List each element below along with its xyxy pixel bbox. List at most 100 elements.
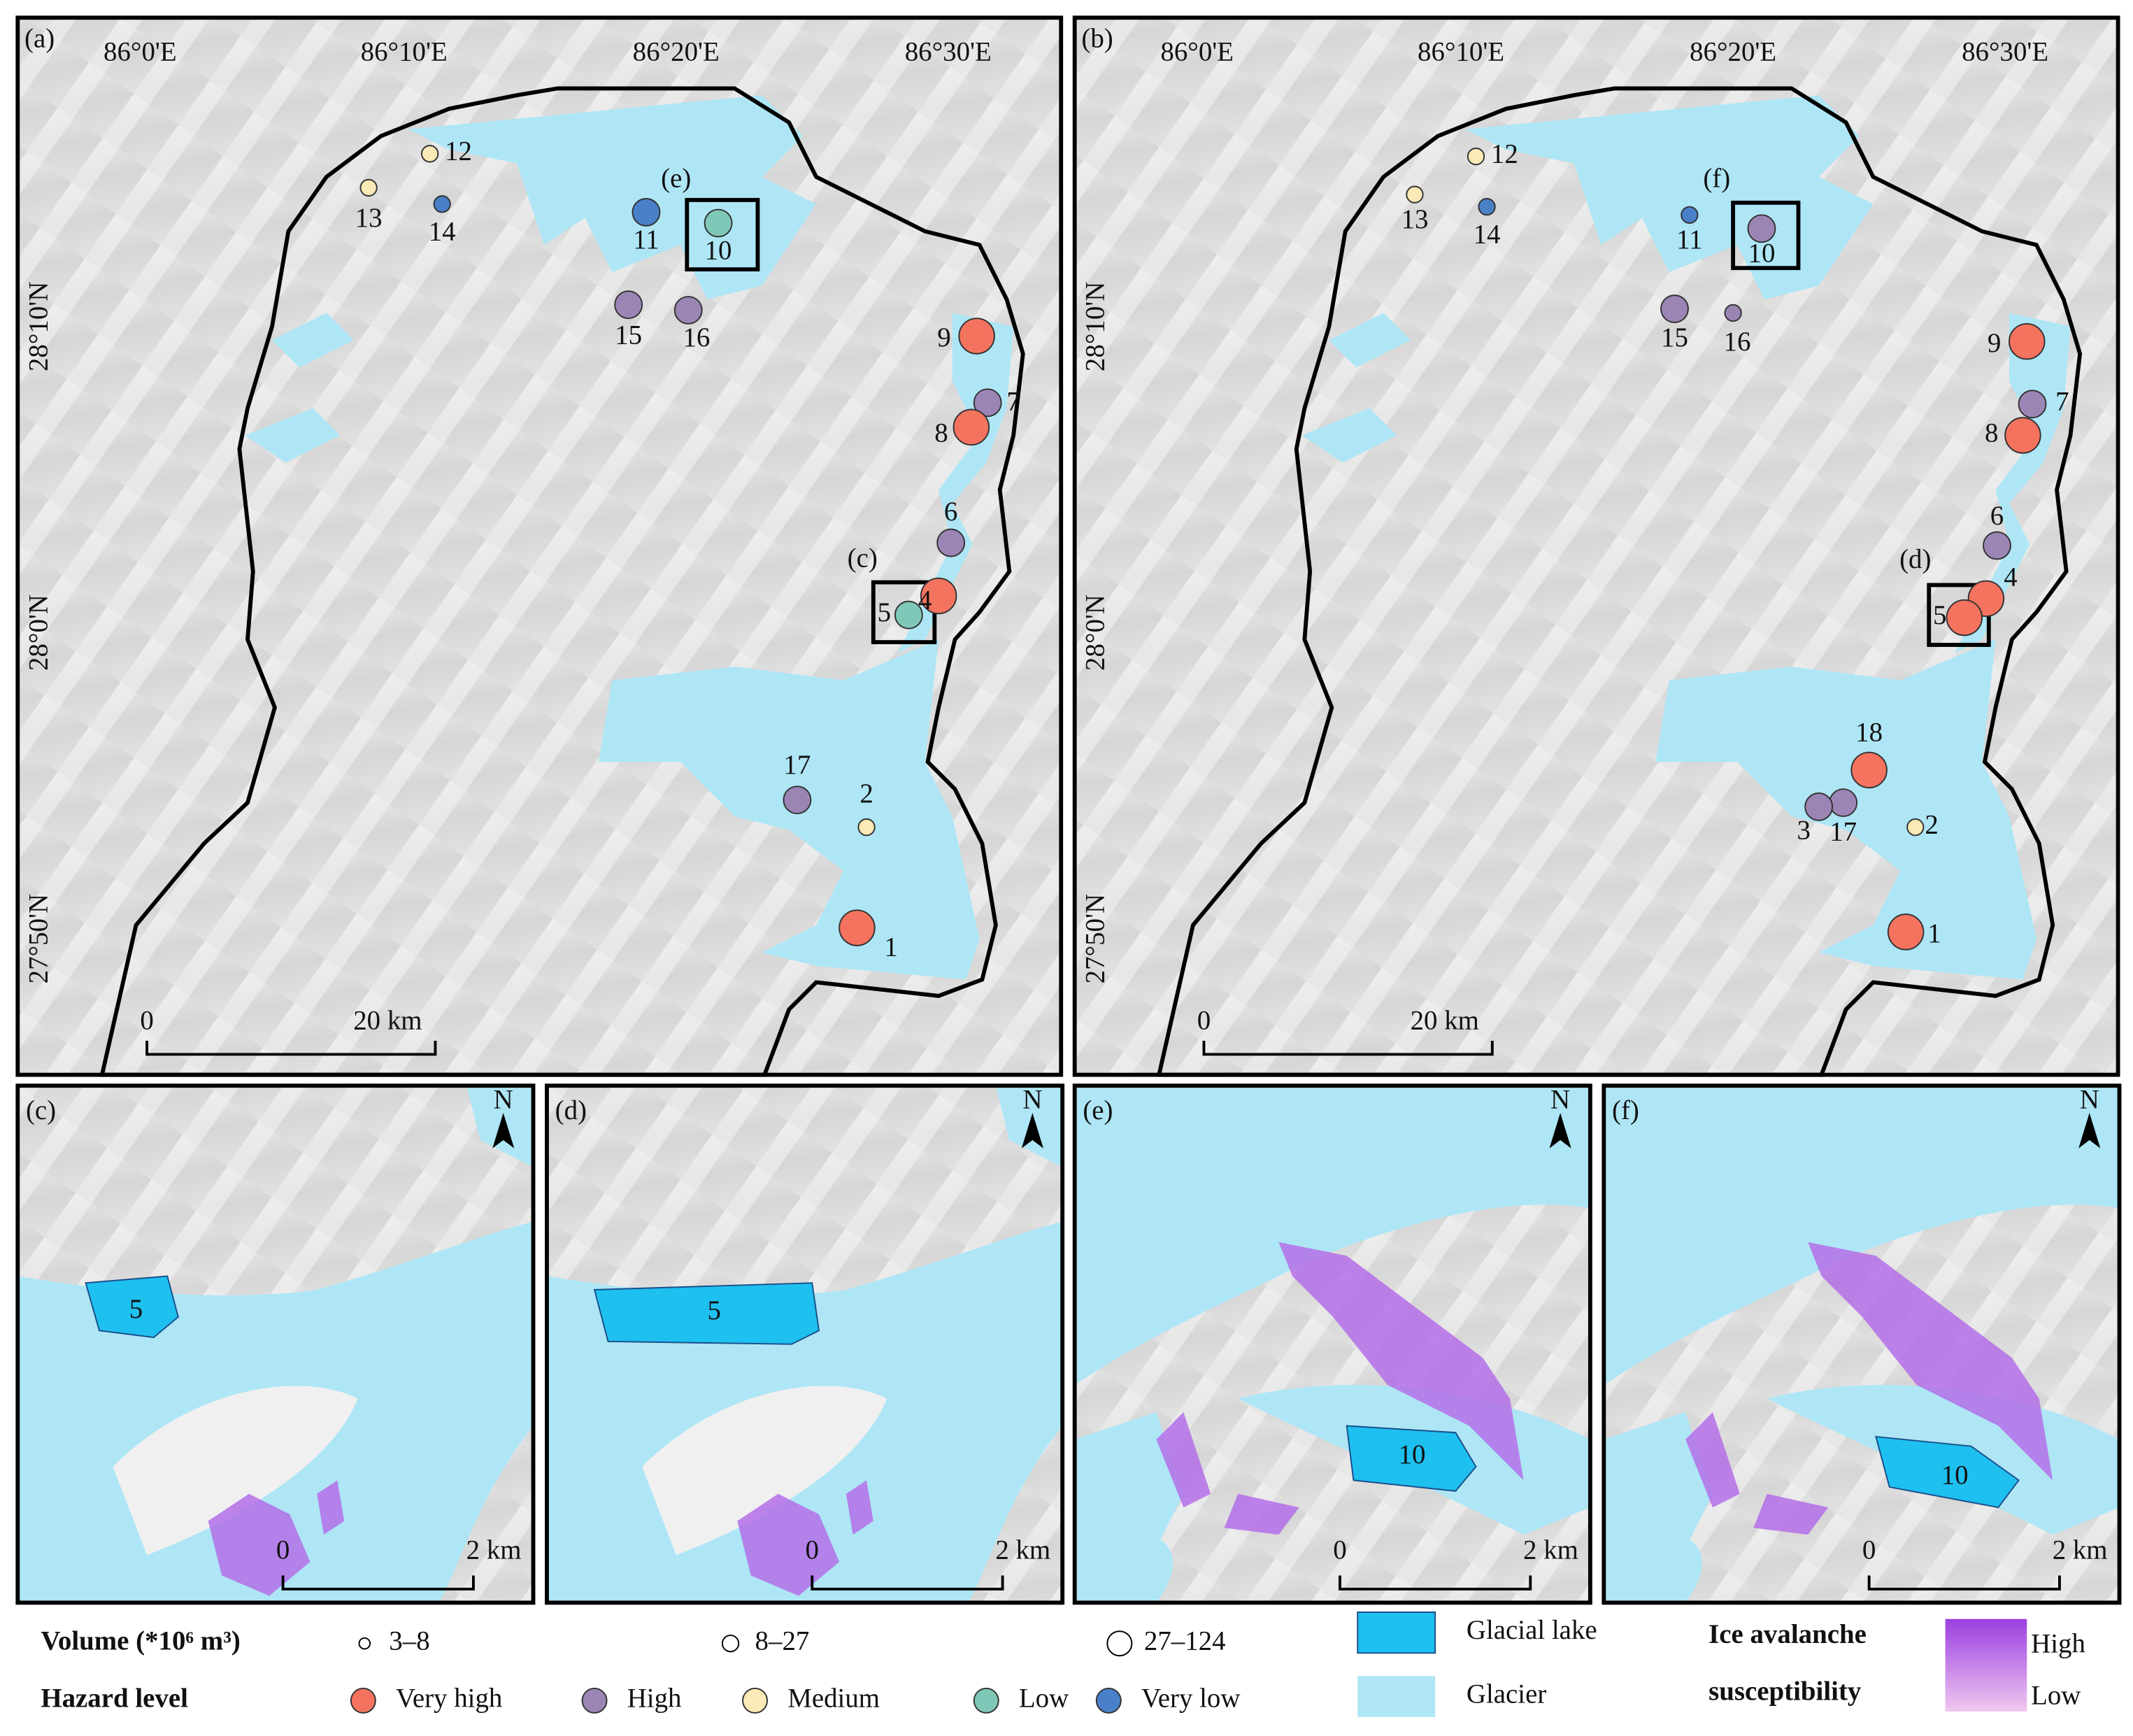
- glacial-lake-point: [839, 909, 876, 946]
- avalanche-susceptibility: [317, 1480, 345, 1535]
- scale-bar: [1339, 1575, 1532, 1591]
- legend-label: Glacial lake: [1467, 1615, 1597, 1645]
- avalanche-susceptibility: [737, 1493, 840, 1596]
- scale-label: 20 km: [1411, 1006, 1479, 1036]
- inset-label: (e): [661, 164, 691, 194]
- inset-panel: 5 (d) N 0 2 km: [545, 1083, 1065, 1605]
- map-panel: (b) 86°0'E 86°10'E 86°20'E 86°30'E 28°10'N 28°…: [1072, 15, 2120, 1077]
- legend-title: Hazard level: [41, 1683, 188, 1713]
- glacial-lake-point: [1850, 751, 1888, 789]
- glacial-lake-point: [1660, 294, 1689, 323]
- lake-id: 4: [2004, 562, 2017, 592]
- hazard-symbol: [973, 1687, 999, 1714]
- volume-symbol: [721, 1635, 740, 1653]
- panel-frame: [545, 1083, 1065, 1605]
- lat-label: 28°10'N: [1080, 282, 1111, 371]
- lake-id: 9: [1988, 328, 2001, 358]
- glacial-lake-point: [953, 408, 990, 446]
- lake-id: 1: [1927, 918, 1941, 948]
- lake-id: 6: [944, 497, 957, 527]
- lat-label: 28°10'N: [23, 282, 53, 371]
- glacier: [1074, 1086, 1590, 1386]
- lake-id: 2: [1925, 810, 1938, 840]
- glacial-lake-point: [673, 296, 703, 325]
- glacial-lake-point: [894, 600, 923, 629]
- glacial-lake-point: [958, 318, 995, 355]
- avalanche-susceptibility: [1685, 1412, 1740, 1508]
- lon-label: 86°0'E: [1160, 37, 1234, 67]
- ice-free-land: [642, 1386, 887, 1556]
- glacier: [1464, 95, 1874, 299]
- glacial-lake-point: [1887, 913, 1925, 951]
- north-label: N: [494, 1084, 513, 1114]
- lake-id: 13: [1401, 204, 1429, 234]
- lon-label: 86°10'E: [361, 37, 448, 67]
- lat-label: 27°50'N: [1080, 894, 1111, 983]
- legend-label: High: [2031, 1629, 2085, 1659]
- glacial-lake-point: [1983, 531, 2011, 560]
- lake-id: 12: [445, 136, 472, 166]
- legend-label: Very low: [1141, 1683, 1241, 1713]
- glacial-lake: [1346, 1425, 1477, 1492]
- lake-id: 14: [1474, 219, 1501, 249]
- lat-label: 28°0'N: [23, 595, 53, 671]
- glacial-lake-point: [704, 208, 733, 238]
- scale-label: 0: [1197, 1006, 1211, 1036]
- glacier: [1088, 1531, 1173, 1603]
- scale-label: 0: [1333, 1535, 1346, 1565]
- glacier: [245, 408, 341, 463]
- legend-title: susceptibility: [1708, 1677, 1862, 1707]
- inset-label: (c): [848, 543, 878, 573]
- glacial-lake-point: [1467, 148, 1485, 166]
- avalanche-susceptibility: [1808, 1241, 2053, 1481]
- scale-label: 2 km: [466, 1535, 522, 1565]
- basin-boundary: [99, 86, 1025, 1077]
- lake-id: 11: [633, 225, 659, 255]
- avalanche-susceptibility: [1156, 1412, 1211, 1508]
- north-label: N: [2080, 1084, 2099, 1114]
- lake-id: 11: [1676, 225, 1702, 255]
- legend: Volume (*10⁶ m³) 3–8 8–27 27–124 Hazard leve…: [41, 1612, 2085, 1717]
- lake-id: 8: [1985, 418, 1998, 448]
- glacial-lake-point: [1829, 788, 1858, 818]
- glacial-lake-point: [1406, 185, 1424, 204]
- glacial-lake-point: [421, 145, 439, 163]
- panel-label: (a): [24, 23, 55, 53]
- avalanche-susceptibility: [208, 1493, 311, 1596]
- glacial-lake: [85, 1275, 179, 1339]
- glacial-lake-point: [1724, 304, 1742, 322]
- lake-id: 6: [1990, 501, 2004, 531]
- ice-free-land: [113, 1386, 358, 1556]
- lake-id: 5: [1933, 600, 1946, 630]
- glacier-swatch: [1357, 1676, 1436, 1717]
- inset-label: (d): [1899, 544, 1931, 574]
- lake-id: 5: [707, 1295, 720, 1325]
- glacier: [1604, 1086, 2120, 1386]
- glacial-lake-point: [857, 818, 876, 837]
- legend-label: 3–8: [389, 1626, 429, 1656]
- lake-id: 7: [1006, 387, 1020, 417]
- legend-title: Ice avalanche: [1708, 1619, 1867, 1649]
- lake-id: 2: [859, 778, 873, 809]
- legend-label: Low: [2031, 1680, 2081, 1710]
- panel-frame: [1072, 15, 2120, 1077]
- legend-label: 27–124: [1144, 1626, 1226, 1656]
- lon-label: 86°20'E: [633, 37, 720, 67]
- glacial-lake-point: [2004, 417, 2041, 454]
- legend-label: 8–27: [755, 1626, 810, 1656]
- scale-label: 0: [1862, 1535, 1876, 1565]
- legend-label: Low: [1019, 1683, 1069, 1713]
- lon-label: 86°30'E: [1962, 37, 2048, 67]
- scale-bar: [281, 1575, 475, 1591]
- glacial-lake-point: [783, 785, 812, 815]
- volume-symbol: [1106, 1630, 1133, 1657]
- avalanche-susceptibility: [1278, 1241, 1524, 1481]
- glacial-lake-point: [614, 290, 643, 320]
- inset-label: (c): [26, 1095, 56, 1125]
- glacial-lake-point: [359, 178, 378, 197]
- glacial-lake-point: [1946, 599, 1983, 636]
- glacier: [1329, 313, 1411, 368]
- glacier: [272, 313, 354, 368]
- inset-label: (e): [1083, 1095, 1113, 1125]
